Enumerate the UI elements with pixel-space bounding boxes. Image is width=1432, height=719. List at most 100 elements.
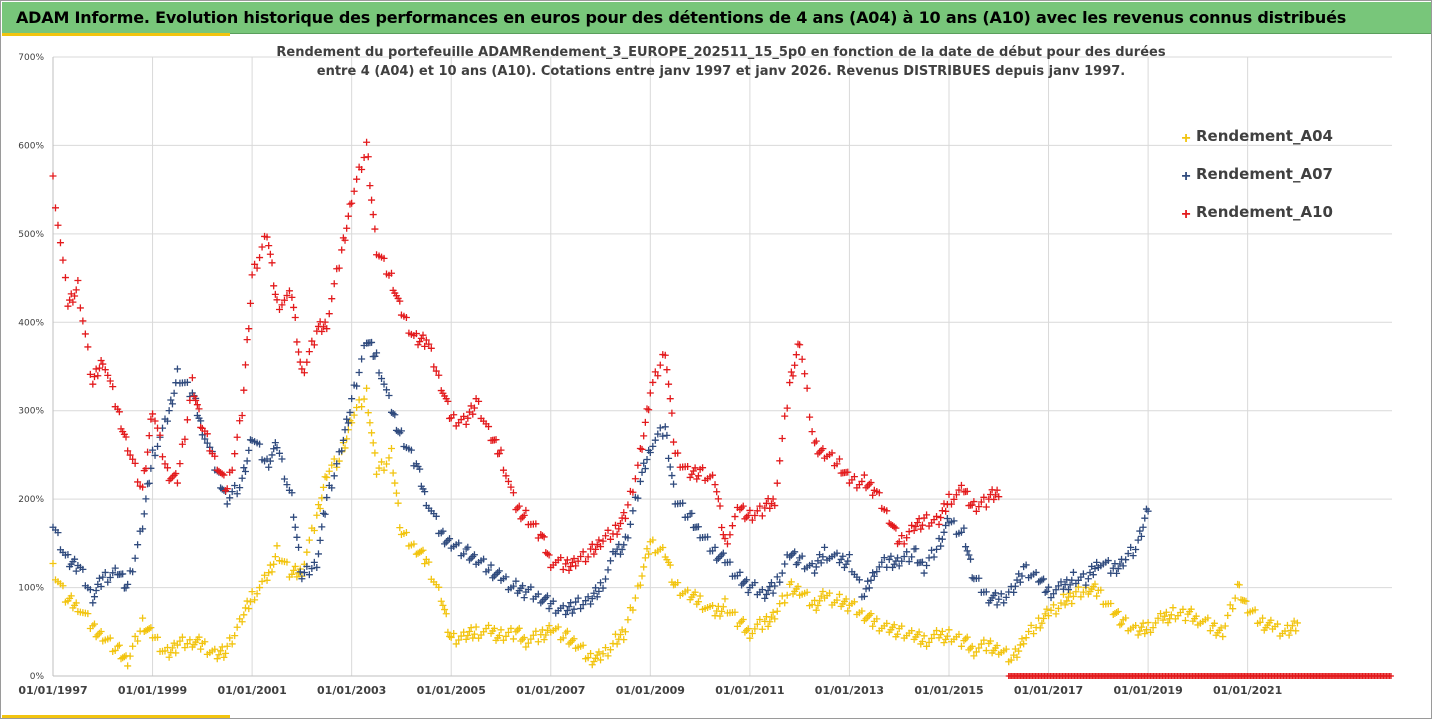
point-rendement_a04: [1040, 615, 1048, 623]
point-rendement_a04: [1043, 605, 1051, 613]
point-rendement_a04: [111, 646, 119, 654]
point-rendement_a07: [762, 590, 770, 598]
point-rendement_a04: [330, 455, 338, 463]
point-rendement_a07: [305, 571, 313, 579]
point-rendement_a04: [90, 620, 98, 628]
point-rendement_a04: [721, 595, 729, 603]
point-rendement_a10: [787, 368, 795, 376]
point-rendement_a04: [323, 473, 331, 481]
point-rendement_a10: [323, 325, 331, 333]
point-rendement_a07: [776, 578, 784, 586]
point-rendement_a07: [1038, 576, 1046, 584]
point-rendement_a04: [568, 637, 576, 645]
y-tick-label: 200%: [18, 495, 44, 505]
point-rendement_a10: [858, 477, 866, 485]
point-rendement_a04: [1052, 610, 1060, 618]
point-rendement_a04: [972, 648, 980, 656]
point-rendement_a10: [495, 450, 503, 458]
point-rendement_a04: [819, 587, 827, 595]
x-tick-label: 01/01/2011: [715, 684, 784, 697]
point-rendement_a10: [156, 431, 164, 439]
point-rendement_a04: [355, 396, 363, 404]
point-rendement_a04: [1137, 623, 1145, 631]
point-rendement_a10: [218, 470, 226, 478]
point-rendement_a04: [270, 560, 278, 568]
point-rendement_a10: [656, 361, 664, 369]
point-rendement_a10: [278, 301, 286, 309]
point-rendement_a04: [1030, 630, 1038, 638]
point-rendement_a07: [92, 587, 100, 595]
point-rendement_a07: [840, 563, 848, 571]
point-rendement_a10: [947, 500, 955, 508]
point-rendement_a07: [925, 554, 933, 562]
point-rendement_a04: [465, 628, 473, 636]
point-rendement_a10: [363, 138, 371, 146]
point-rendement_a07: [918, 558, 926, 566]
x-tick-label: 01/01/2005: [417, 684, 486, 697]
point-rendement_a10: [248, 271, 256, 279]
point-rendement_a04: [542, 631, 550, 639]
point-rendement_a07: [726, 558, 734, 566]
point-rendement_a07: [534, 590, 542, 598]
point-rendement_a10: [109, 383, 117, 391]
point-rendement_a10: [751, 511, 759, 519]
point-rendement_a04: [231, 632, 239, 640]
point-rendement_a04: [835, 590, 843, 598]
point-rendement_a04: [1013, 653, 1021, 661]
point-rendement_a04: [176, 637, 184, 645]
point-rendement_a04: [1159, 616, 1167, 624]
point-rendement_a10: [890, 523, 898, 531]
point-rendement_a07: [579, 601, 587, 609]
point-rendement_a10: [562, 560, 570, 568]
point-rendement_a04: [1069, 592, 1077, 600]
point-rendement_a07: [812, 563, 820, 571]
point-rendement_a07: [634, 494, 642, 502]
point-rendement_a10: [789, 372, 797, 380]
point-rendement_a07: [198, 431, 206, 439]
point-rendement_a04: [766, 618, 774, 626]
point-rendement_a10: [145, 432, 153, 440]
point-rendement_a07: [295, 543, 303, 551]
point-rendement_a07: [469, 552, 477, 560]
point-rendement_a10: [801, 370, 809, 378]
point-rendement_a10: [280, 296, 288, 304]
point-rendement_a10: [310, 341, 318, 349]
point-rendement_a10: [753, 507, 761, 515]
point-rendement_a04: [963, 633, 971, 641]
point-rendement_a07: [344, 419, 352, 427]
point-rendement_a04: [290, 566, 298, 574]
point-rendement_a07: [170, 389, 178, 397]
point-rendement_a07: [298, 575, 306, 583]
point-rendement_a04: [1093, 592, 1101, 600]
point-rendement_a10: [380, 254, 388, 262]
y-tick-label: 500%: [18, 230, 44, 240]
point-rendement_a04: [1020, 640, 1028, 648]
point-rendement_a10: [811, 439, 819, 447]
point-rendement_a10: [582, 558, 590, 566]
point-rendement_a10: [369, 211, 377, 219]
point-rendement_a10: [270, 282, 278, 290]
point-rendement_a07: [385, 391, 393, 399]
point-rendement_a07: [338, 447, 346, 455]
point-rendement_a07: [104, 578, 112, 586]
point-rendement_a04: [1162, 608, 1170, 616]
legend-label-a10: Rendement_A10: [1196, 203, 1333, 221]
point-rendement_a10: [792, 351, 800, 359]
point-rendement_a04: [624, 616, 632, 624]
point-rendement_a04: [771, 615, 779, 623]
point-rendement_a10: [330, 280, 338, 288]
point-rendement_a10: [908, 521, 916, 529]
point-rendement_a04: [1210, 619, 1218, 627]
point-rendement_a10: [565, 566, 573, 574]
point-rendement_a07: [1139, 523, 1147, 531]
point-rendement_a04: [92, 633, 100, 641]
point-rendement_a04: [1187, 605, 1195, 613]
point-rendement_a07: [900, 552, 908, 560]
point-rendement_a04: [446, 632, 454, 640]
point-rendement_a10: [290, 303, 298, 311]
point-rendement_a07: [378, 375, 386, 383]
point-rendement_a10: [69, 298, 77, 306]
point-rendement_a04: [873, 615, 881, 623]
